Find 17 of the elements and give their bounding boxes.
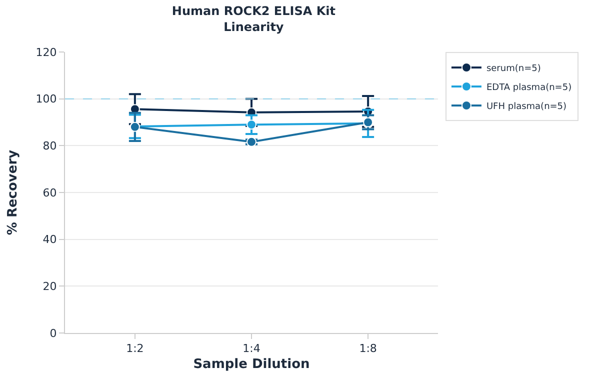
- x-tick-label: 1:4: [242, 342, 260, 356]
- legend-label: EDTA plasma(n=5): [486, 83, 572, 94]
- y-tick-label: 20: [42, 280, 57, 294]
- x-tick-label: 1:2: [126, 342, 144, 356]
- x-axis-title: Sample Dilution: [193, 356, 310, 372]
- y-tick-label: 60: [42, 186, 57, 200]
- y-tick-label: 40: [42, 233, 57, 246]
- legend-label: serum(n=5): [486, 64, 541, 74]
- x-tick-label: 1:8: [359, 342, 377, 356]
- legend-label: UFH plasma(n=5): [486, 102, 567, 112]
- chart-title: Human ROCK2 ELISA Kit: [172, 4, 336, 18]
- y-tick-label: 80: [42, 140, 57, 153]
- chart-subtitle: Linearity: [224, 20, 284, 34]
- y-tick-label: 100: [36, 92, 57, 106]
- y-axis-title: % Recovery: [6, 149, 21, 236]
- y-tick-label: 0: [50, 326, 57, 340]
- y-tick-label: 120: [36, 46, 57, 59]
